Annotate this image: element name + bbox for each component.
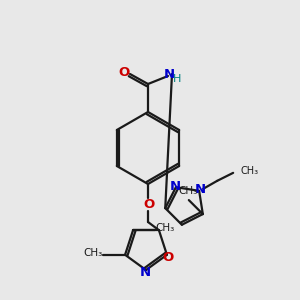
Text: N: N	[169, 180, 181, 193]
Text: O: O	[143, 197, 155, 211]
Text: CH₃: CH₃	[155, 223, 175, 233]
Text: N: N	[164, 68, 175, 82]
Text: O: O	[118, 65, 130, 79]
Text: O: O	[162, 251, 173, 264]
Text: N: N	[195, 183, 206, 196]
Text: H: H	[173, 74, 181, 84]
Text: CH₃: CH₃	[83, 248, 103, 258]
Text: CH₃: CH₃	[178, 186, 197, 196]
Text: CH₃: CH₃	[240, 166, 258, 176]
Text: N: N	[140, 266, 151, 280]
